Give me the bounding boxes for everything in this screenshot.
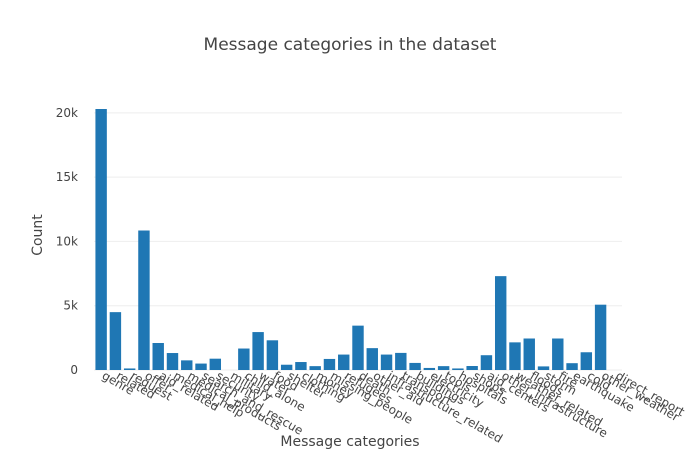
y-tick-label: 10k — [56, 234, 78, 248]
bar-death[interactable] — [352, 325, 364, 370]
bar-fire[interactable] — [552, 338, 564, 371]
bar-earthquake[interactable] — [566, 363, 578, 370]
bar-storm[interactable] — [537, 366, 550, 370]
bar-tools[interactable] — [437, 366, 450, 370]
bar-other-weather[interactable] — [594, 304, 607, 370]
bar-food[interactable] — [266, 340, 279, 370]
bar-infrastructure-related[interactable] — [380, 354, 393, 370]
y-tick-label: 20k — [56, 106, 78, 120]
bar-other-infrastructure[interactable] — [494, 276, 507, 370]
bar-medical-help[interactable] — [166, 353, 179, 370]
bar-transport[interactable] — [395, 352, 407, 370]
bar-aid-centers[interactable] — [480, 355, 493, 370]
bar-money[interactable] — [309, 366, 321, 370]
y-axis-ticks: 0 5k 10k 15k 20k — [56, 106, 78, 377]
bar-search-and-rescue[interactable] — [195, 363, 207, 370]
bar-clothing[interactable] — [295, 362, 307, 370]
bars — [95, 109, 607, 371]
bar-cold[interactable] — [580, 352, 593, 370]
bar-related[interactable] — [109, 312, 122, 370]
bar-buildings[interactable] — [409, 362, 421, 370]
bar-aid-related[interactable] — [152, 343, 164, 370]
bar-genre[interactable] — [95, 109, 107, 370]
bar-water[interactable] — [252, 332, 264, 370]
y-tick-label: 5k — [63, 299, 78, 313]
bar-offer[interactable] — [138, 230, 150, 371]
chart-title: Message categories in the dataset — [204, 35, 497, 55]
y-axis-title: Count — [30, 214, 46, 256]
bar-other-aid[interactable] — [366, 348, 378, 370]
bar-weather-related[interactable] — [509, 342, 521, 370]
bar-floods[interactable] — [523, 338, 535, 371]
bar-shelter[interactable] — [280, 364, 293, 370]
x-axis-title: Message categories — [280, 434, 419, 450]
y-tick-label: 0 — [70, 363, 78, 377]
bar-medical-products[interactable] — [181, 360, 193, 370]
y-tick-label: 15k — [56, 170, 78, 184]
bar-hospitals[interactable] — [452, 368, 464, 370]
bar-missing-people[interactable] — [323, 358, 336, 370]
bar-child-alone[interactable] — [238, 348, 250, 370]
bar-refugees[interactable] — [338, 354, 350, 370]
bar-security[interactable] — [209, 358, 222, 370]
bar-shops[interactable] — [466, 366, 478, 370]
bar-request[interactable] — [123, 368, 136, 370]
bar-electricity[interactable] — [423, 367, 436, 370]
